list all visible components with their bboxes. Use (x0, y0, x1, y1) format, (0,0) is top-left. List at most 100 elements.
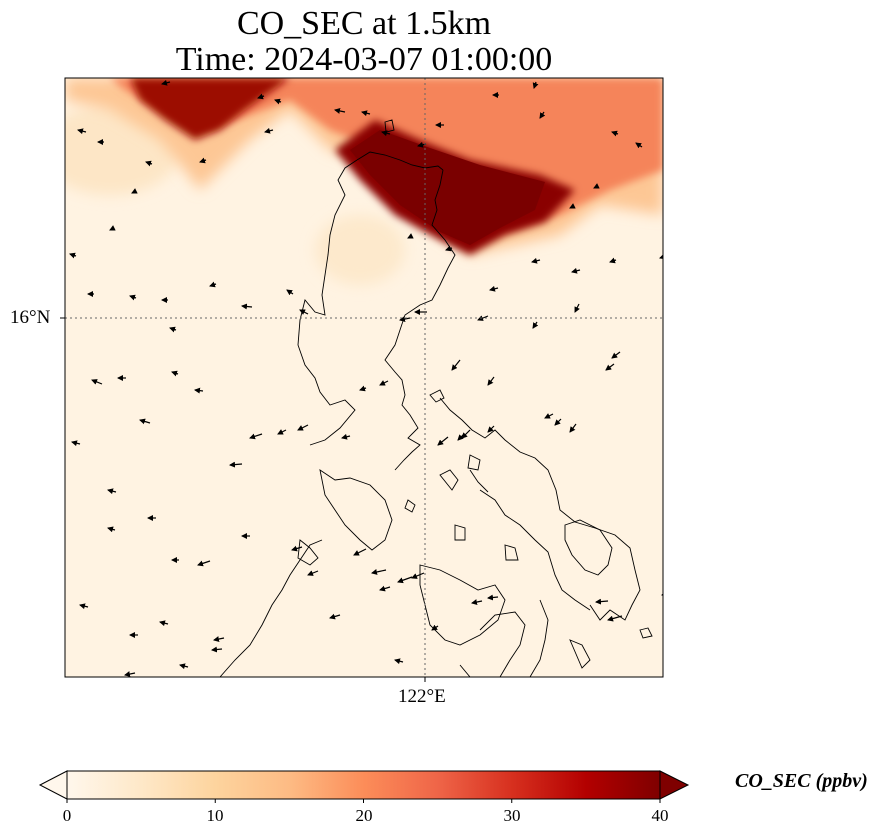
wind-arrow (569, 423, 577, 433)
colorbar-label: CO_SEC (ppbv) (735, 770, 868, 792)
wind-arrow (611, 130, 619, 137)
wind-arrow (451, 359, 461, 371)
wind-arrow (431, 624, 439, 631)
wind-arrow (297, 424, 309, 431)
wind-arrow (274, 98, 282, 105)
wind-arrow (569, 203, 576, 209)
wind-arrow (109, 225, 116, 231)
map-title-line2: Time: 2024-03-07 01:00:00 (175, 41, 553, 78)
wind-arrow (487, 594, 499, 601)
wind-arrow (159, 620, 169, 627)
wind-arrow (277, 429, 287, 435)
lon-tick-label: 122°E (398, 686, 446, 707)
map-title-line1: CO_SEC at 1.5km (236, 5, 492, 42)
wind-arrow (291, 545, 303, 552)
wind-arrow (611, 351, 621, 359)
wind-arrow (381, 130, 391, 137)
map-frame (64, 77, 664, 678)
wind-arrow (609, 257, 617, 264)
wind-arrow (489, 285, 499, 292)
plume-northwest (130, 78, 290, 140)
wind-arrow (411, 572, 425, 579)
coastline-mindoro (319, 469, 393, 551)
coastline-luzon-north (356, 151, 444, 171)
wind-arrow (161, 79, 171, 86)
colorbar-extend-max (659, 770, 690, 800)
coastlines (219, 119, 653, 677)
wind-arrow (107, 488, 117, 495)
wind-arrow (131, 188, 138, 194)
wind-arrow (264, 127, 274, 134)
wind-vectors (69, 79, 663, 677)
wind-arrow (241, 303, 253, 310)
wind-arrow (171, 370, 179, 377)
colorbar-tick-30: 30 (503, 806, 521, 825)
plume-central-core (350, 130, 545, 245)
wind-arrow (179, 663, 189, 670)
coastline-panay (419, 564, 506, 646)
wind-arrow (595, 598, 609, 605)
wind-arrow (593, 183, 600, 189)
wind-arrow (139, 418, 151, 425)
wind-arrow (371, 569, 387, 575)
wind-arrow (359, 385, 367, 392)
wind-arrow (532, 81, 539, 89)
wind-arrow (394, 658, 404, 665)
wind-arrow (457, 433, 465, 441)
wind-arrow (571, 267, 581, 274)
wind-arrow (286, 289, 294, 296)
colorbar-extend-min (38, 770, 68, 800)
wind-arrow (659, 253, 663, 260)
wind-arrow (107, 526, 116, 533)
wind-arrow (635, 142, 643, 149)
co-sec-field (65, 78, 663, 677)
wind-arrow (437, 436, 449, 446)
wind-arrow (334, 108, 346, 114)
wind-arrow (229, 461, 243, 468)
wind-arrow (124, 671, 136, 677)
coastline-east-luzon (439, 397, 641, 621)
coastline-samar (564, 519, 613, 576)
colorbar-gradient (66, 770, 661, 800)
wind-arrow (211, 646, 223, 653)
colorbar-tick-40: 40 (651, 806, 669, 825)
wind-arrow (257, 93, 265, 100)
field-patch-center (315, 215, 405, 285)
coastline-luzon-west (297, 159, 456, 471)
wind-arrow (379, 380, 389, 386)
wind-arrow (531, 257, 541, 264)
coastline-islands (297, 119, 653, 669)
coastline-palawan (219, 539, 323, 677)
wind-arrow (574, 303, 580, 313)
wind-arrow (213, 636, 225, 642)
wind-arrow (129, 294, 137, 301)
wind-arrow (71, 440, 81, 447)
wind-arrow (487, 425, 495, 433)
wind-arrow (532, 321, 539, 329)
colorbar-tick-10: 10 (206, 806, 224, 825)
wind-arrow (79, 603, 89, 610)
wind-arrow (544, 413, 554, 419)
wind-arrow (299, 309, 309, 315)
wind-arrow (607, 615, 623, 622)
wind-arrow (539, 111, 546, 119)
wind-arrow (209, 281, 217, 288)
wind-arrow (307, 570, 319, 576)
colorbar-tick-marks (66, 799, 661, 803)
wind-arrow (471, 599, 483, 605)
wind-arrow (169, 326, 177, 333)
wind-arrow (199, 157, 207, 164)
wind-arrow (379, 585, 391, 592)
wind-arrow (197, 560, 211, 567)
wind-arrow (407, 233, 414, 239)
colorbar-tick-0: 0 (62, 806, 72, 825)
wind-arrow (145, 160, 153, 167)
wind-arrow (605, 363, 615, 371)
wind-arrow (341, 433, 351, 440)
wind-arrow (77, 128, 87, 135)
lat-tick-label: 16°N (10, 307, 51, 328)
wind-arrow (91, 379, 103, 385)
coastline-cebu (529, 599, 549, 677)
